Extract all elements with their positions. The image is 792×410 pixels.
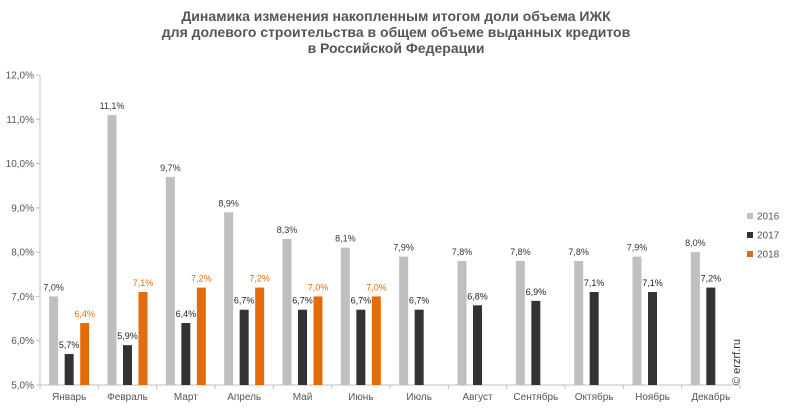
bar-2016	[574, 261, 584, 385]
chart-title-line: Динамика изменения накопленным итогом до…	[181, 8, 611, 24]
data-label-2016: 7,8%	[452, 247, 473, 257]
bar-2018	[255, 287, 265, 385]
bar-2016	[340, 247, 350, 385]
y-tick-label: 9,0%	[11, 203, 34, 214]
data-label-2017: 6,9%	[526, 287, 547, 297]
data-label-2018: 7,1%	[133, 278, 154, 288]
x-tick-label: Февраль	[107, 392, 148, 403]
legend-swatch-2017	[747, 232, 753, 238]
bar-2017	[531, 300, 541, 385]
bar-2016	[282, 238, 292, 385]
bar-2017	[298, 309, 307, 385]
bar-2018	[196, 287, 206, 385]
legend-swatch-2016	[747, 213, 753, 219]
bar-2016	[399, 256, 409, 385]
bar-2017	[473, 305, 482, 385]
x-tick-label: Январь	[52, 392, 86, 403]
x-tick-label: Июль	[406, 392, 432, 403]
bar-2016	[457, 261, 467, 385]
bar-2016	[224, 212, 234, 385]
bar-2016	[165, 176, 175, 385]
x-tick-label: Октябрь	[575, 391, 614, 403]
data-label-2018: 7,2%	[191, 274, 212, 284]
data-label-2016: 8,1%	[335, 234, 356, 244]
bar-2018	[313, 296, 323, 385]
data-label-2016: 7,9%	[393, 243, 414, 253]
x-tick-label: Декабрь	[691, 391, 730, 403]
data-label-2018: 7,0%	[308, 282, 329, 292]
data-label-2018: 7,2%	[249, 274, 270, 284]
data-label-2017: 6,7%	[351, 296, 372, 306]
x-tick-label: Ноябрь	[635, 391, 670, 403]
y-tick-label: 8,0%	[11, 248, 34, 259]
y-tick-label: 11,0%	[6, 115, 34, 126]
data-label-2017: 7,1%	[584, 278, 605, 288]
bar-2018	[80, 323, 90, 385]
bar-2018	[371, 296, 381, 385]
bar-2016	[690, 252, 700, 385]
chart-title-line: для долевого строительства в общем объем…	[162, 24, 631, 40]
legend: 2016 2017 2018	[747, 212, 780, 261]
data-label-2016: 9,7%	[160, 163, 181, 173]
legend-label: 2018	[757, 250, 780, 261]
bar-2017	[414, 309, 424, 385]
watermark: © erzrf.ru	[731, 339, 743, 385]
x-tick-label: Апрель	[227, 392, 261, 403]
data-label-2016: 7,8%	[568, 247, 589, 257]
bar-2017	[181, 323, 191, 385]
bar-2016	[107, 114, 117, 385]
data-label-2017: 5,9%	[117, 331, 138, 341]
data-label-2017: 7,1%	[642, 278, 663, 288]
bar-2016	[632, 256, 642, 385]
x-tick-label: Май	[293, 392, 313, 403]
legend-swatch-2018	[747, 251, 753, 257]
bar-2017	[356, 309, 366, 385]
x-tick-label: Август	[462, 392, 493, 403]
y-tick-label: 7,0%	[11, 292, 34, 303]
data-label-2016: 8,9%	[218, 198, 239, 208]
data-label-2016: 7,9%	[627, 243, 648, 253]
legend-label: 2016	[757, 212, 780, 223]
bars	[49, 114, 716, 385]
y-tick-label: 10,0%	[6, 159, 34, 170]
bar-2017	[239, 309, 249, 385]
data-labels: 7,0% 5,7% 6,4% 11,1% 5,9% 7,1% 9,7% 6,4% 7,2% 8,9…	[43, 101, 721, 350]
data-label-2016: 8,0%	[685, 238, 706, 248]
bar-2018	[138, 292, 148, 385]
data-label-2017: 6,4%	[176, 309, 197, 319]
data-label-2016: 8,3%	[277, 225, 298, 235]
bar-2016	[515, 261, 525, 385]
x-tick-label: Сентябрь	[513, 391, 558, 403]
x-tick-label: Июнь	[348, 392, 373, 403]
bar-2017	[648, 292, 657, 385]
x-tick-label: Март	[174, 392, 198, 403]
bar-2017	[64, 354, 74, 385]
data-label-2016: 11,1%	[100, 101, 125, 111]
data-label-2017: 5,7%	[59, 340, 80, 350]
y-tick-label: 6,0%	[11, 336, 34, 347]
data-label-2017: 6,8%	[467, 291, 488, 301]
data-label-2017: 6,7%	[234, 296, 255, 306]
data-label-2017: 7,2%	[701, 274, 722, 284]
data-label-2017: 6,7%	[409, 296, 430, 306]
bar-2017	[123, 345, 132, 385]
data-label-2016: 7,8%	[510, 247, 531, 257]
data-label-2016: 7,0%	[43, 282, 64, 292]
bar-2017	[589, 292, 599, 385]
legend-label: 2017	[757, 231, 780, 242]
data-label-2017: 6,7%	[292, 296, 313, 306]
chart-title: Динамика изменения накопленным итогом до…	[162, 8, 631, 56]
y-tick-label: 12,0%	[6, 71, 34, 82]
chart-title-line: в Российской Федерации	[308, 40, 485, 56]
y-tick-label: 5,0%	[11, 381, 34, 392]
data-label-2018: 7,0%	[366, 282, 387, 292]
axes: 5,0% 6,0% 7,0% 8,0% 9,0% 10,0% 11,0% 12,0% Январ…	[6, 71, 741, 403]
bar-2017	[706, 287, 716, 385]
bar-2016	[49, 296, 59, 385]
data-label-2018: 6,4%	[74, 309, 95, 319]
